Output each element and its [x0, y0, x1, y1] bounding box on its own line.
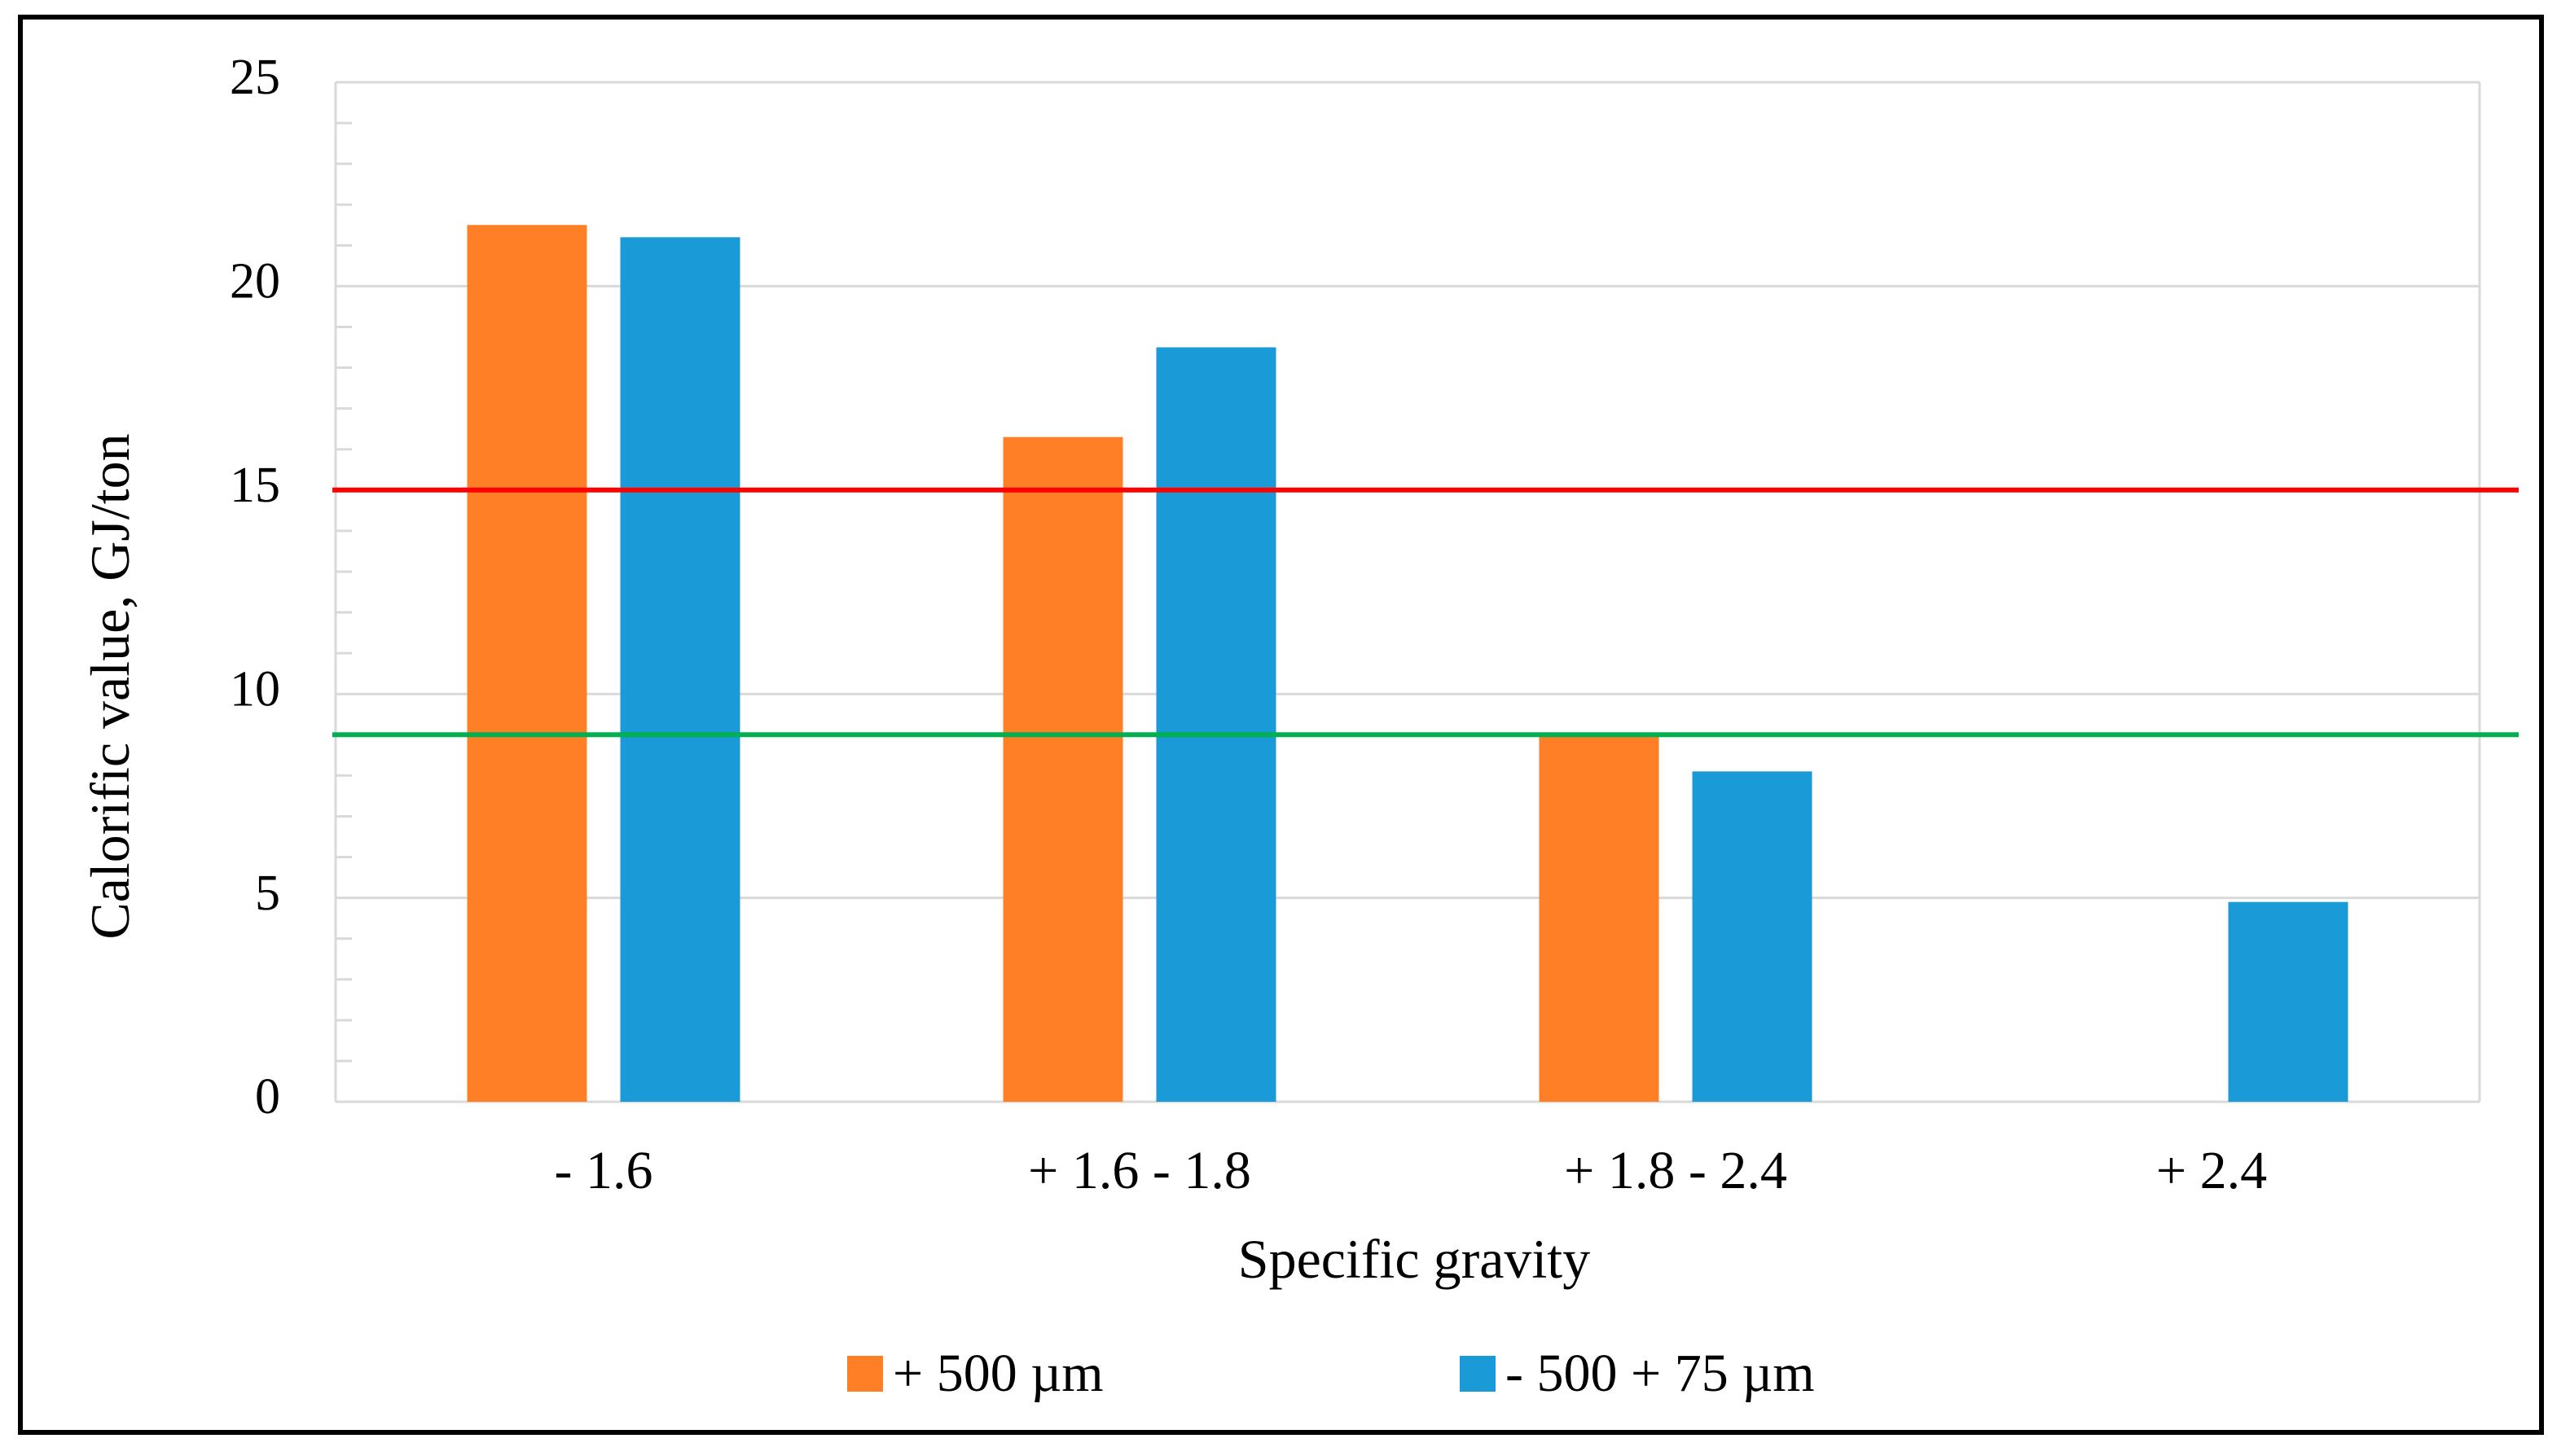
bar: [1539, 735, 1659, 1102]
legend-label: - 500 + 75 µm: [1505, 1344, 1815, 1403]
x-tick-label: + 1.6 - 1.8: [1028, 1141, 1251, 1200]
x-tick-label: + 2.4: [2156, 1141, 2267, 1200]
minor-ticks: [336, 121, 352, 1063]
legend-label: + 500 µm: [893, 1344, 1104, 1403]
y-tick-label: 20: [230, 254, 280, 309]
y-tick-label: 10: [230, 661, 280, 717]
y-tick-label: 5: [255, 866, 280, 921]
x-tick-label: - 1.6: [555, 1141, 653, 1200]
bar-chart: 0 5 10 15 20 25 - 1.6 + 1.6 - 1.8 + 1.8 - 2.4 + …: [79, 50, 2519, 1403]
y-axis-title: Calorific value, GJ/ton: [79, 433, 141, 939]
legend-swatch: [847, 1356, 883, 1392]
bar: [1156, 347, 1276, 1102]
x-tick-label: + 1.8 - 2.4: [1564, 1141, 1787, 1200]
x-axis-title: Specific gravity: [1238, 1228, 1590, 1290]
bar: [1003, 436, 1123, 1102]
bar: [620, 237, 740, 1103]
chart-frame: 0 5 10 15 20 25 - 1.6 + 1.6 - 1.8 + 1.8 - 2.4 + …: [18, 15, 2544, 1435]
bar: [2228, 901, 2348, 1102]
y-tick-label: 25: [230, 50, 280, 105]
bar: [1692, 771, 1812, 1102]
legend: + 500 µm - 500 + 75 µm: [847, 1344, 1815, 1403]
bar: [467, 225, 587, 1102]
y-tick-labels: 0 5 10 15 20 25: [230, 50, 280, 1125]
legend-swatch: [1460, 1356, 1496, 1392]
reference-lines: [332, 487, 2519, 738]
x-tick-labels: - 1.6 + 1.6 - 1.8 + 1.8 - 2.4 + 2.4: [555, 1141, 2268, 1200]
bars: [467, 225, 2348, 1103]
y-tick-label: 0: [255, 1069, 280, 1125]
y-tick-label: 15: [230, 458, 280, 513]
